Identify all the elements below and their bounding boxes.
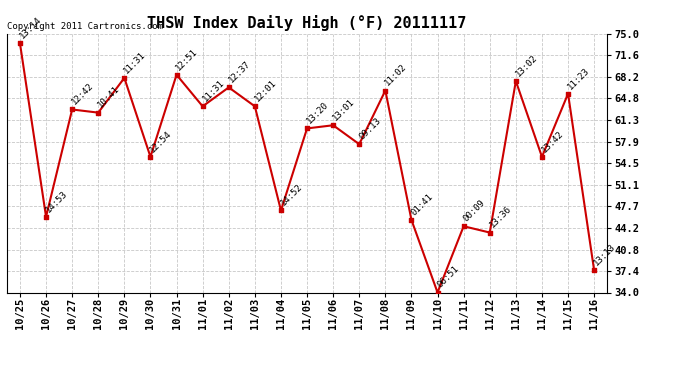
Text: 00:09: 00:09 bbox=[462, 198, 487, 223]
Text: 09:13: 09:13 bbox=[357, 116, 382, 141]
Text: 06:51: 06:51 bbox=[435, 264, 461, 290]
Point bbox=[406, 217, 417, 223]
Text: 11:31: 11:31 bbox=[122, 50, 148, 75]
Text: 12:01: 12:01 bbox=[253, 78, 278, 104]
Text: 13:42: 13:42 bbox=[540, 129, 565, 154]
Point bbox=[354, 141, 365, 147]
Text: Copyright 2011 Cartronics.com: Copyright 2011 Cartronics.com bbox=[7, 22, 163, 31]
Point bbox=[14, 40, 26, 46]
Text: 13:36: 13:36 bbox=[488, 204, 513, 230]
Title: THSW Index Daily High (°F) 20111117: THSW Index Daily High (°F) 20111117 bbox=[148, 15, 466, 31]
Point bbox=[67, 106, 78, 112]
Point bbox=[458, 223, 469, 229]
Point bbox=[589, 267, 600, 273]
Point bbox=[380, 87, 391, 93]
Point bbox=[536, 154, 547, 160]
Text: 12:51: 12:51 bbox=[175, 46, 199, 72]
Text: 13:13: 13:13 bbox=[592, 242, 618, 268]
Point bbox=[249, 104, 260, 110]
Text: 10:41: 10:41 bbox=[96, 84, 121, 110]
Text: 14:53: 14:53 bbox=[44, 189, 69, 214]
Point bbox=[328, 122, 339, 128]
Point bbox=[119, 75, 130, 81]
Text: 14:52: 14:52 bbox=[279, 182, 304, 208]
Point bbox=[224, 84, 235, 90]
Text: 13:20: 13:20 bbox=[305, 100, 331, 126]
Text: 12:37: 12:37 bbox=[226, 59, 252, 85]
Text: 13:01: 13:01 bbox=[331, 97, 356, 123]
Text: 12:54: 12:54 bbox=[148, 129, 174, 154]
Point bbox=[197, 104, 208, 110]
Point bbox=[92, 110, 104, 116]
Text: 11:23: 11:23 bbox=[566, 66, 591, 91]
Point bbox=[484, 230, 495, 236]
Text: 11:02: 11:02 bbox=[383, 62, 408, 88]
Text: 12:42: 12:42 bbox=[70, 81, 95, 107]
Point bbox=[511, 78, 522, 84]
Text: 13:02: 13:02 bbox=[513, 53, 539, 78]
Point bbox=[562, 91, 573, 97]
Point bbox=[275, 207, 286, 213]
Point bbox=[432, 290, 443, 296]
Point bbox=[302, 125, 313, 131]
Text: 01:41: 01:41 bbox=[409, 192, 435, 217]
Text: 13:14: 13:14 bbox=[18, 15, 43, 40]
Text: 11:31: 11:31 bbox=[201, 78, 226, 104]
Point bbox=[145, 154, 156, 160]
Point bbox=[171, 72, 182, 78]
Point bbox=[41, 214, 52, 220]
